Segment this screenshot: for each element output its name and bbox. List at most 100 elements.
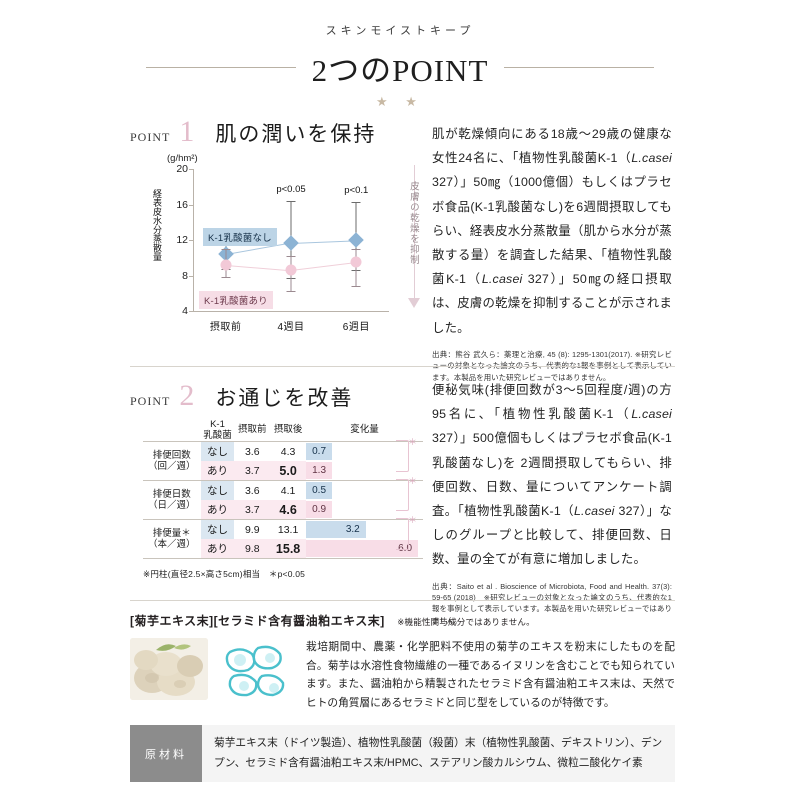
cell-before: 9.9 <box>244 523 260 536</box>
change-bar: 1.3 <box>306 462 333 480</box>
th-before: 摂取前 <box>238 424 267 436</box>
table-rule-cell <box>143 558 423 559</box>
cell-after: 4.6 <box>270 500 307 520</box>
ingredient-heading: [菊芋エキス末][セラミド含有醤油粕エキス末] ※機能性関与成分ではありません。 <box>130 612 675 630</box>
point2-number: 2 <box>179 379 195 412</box>
chart-y-axis-title: 経表皮水分蒸散量 <box>152 189 162 261</box>
chart-y-axis <box>193 169 194 311</box>
point1-copy-block: 肌が乾燥傾向にある18歳〜29歳の健康な女性24名に、「植物性乳酸菌K-1（L.… <box>432 122 672 383</box>
chart-data-point <box>220 259 232 271</box>
artichoke-image <box>130 638 208 700</box>
significance-asterisk: ＊ <box>407 476 417 487</box>
cell-k1-group: あり <box>200 461 235 481</box>
significance-asterisk: ＊ <box>407 437 417 448</box>
chart-y-tick: 12 <box>176 234 188 246</box>
title-rule-left <box>145 67 296 68</box>
row-label-line2: （日／週） <box>148 500 196 512</box>
point1-number: 1 <box>179 115 195 148</box>
table-body: 排便回数 （回／週） なし 3.6 4.3 0.7 あり 3.7 5.0 1.3 ＊排便日数 （日／週… <box>143 437 423 559</box>
chart-plot-area: 4 8 12 16 20 摂取前 4週目 6週目 p<0.05 p<0.1 K-1乳酸菌なし K-1乳… <box>176 163 389 333</box>
cell-after: 13.1 <box>277 523 299 536</box>
section-divider-1 <box>130 366 675 367</box>
page-title: 2つのPOINT <box>311 53 489 88</box>
change-bar-wrap: 0.5 <box>306 481 423 500</box>
th-after: 摂取後 <box>273 424 303 436</box>
chart-data-point <box>350 256 362 268</box>
change-bar-wrap: 6.0 <box>306 539 423 558</box>
cell-before: 3.6 <box>244 445 260 458</box>
chart-x-tick: 4週目 <box>277 322 305 333</box>
row-label-line2: （回／週） <box>148 461 196 473</box>
cell-change: 3.2 <box>306 520 423 540</box>
kicker-text: スキンモイストキープ <box>325 25 475 37</box>
chart-error-cap <box>286 290 296 292</box>
cell-change: 1.3 <box>306 461 423 480</box>
th-change: 変化量 <box>350 424 379 436</box>
chart-y-tick-mark <box>189 240 193 241</box>
point2-label: POINT <box>130 394 171 408</box>
chart-y-tick-mark <box>189 204 193 206</box>
change-bar-wrap: 1.3 <box>306 461 423 480</box>
row-label-line1: 排便日数 <box>152 488 191 500</box>
point2-source: 出典：Saito et al . Bioscience of Microbiot… <box>432 581 672 625</box>
chart-y-tick: 20 <box>176 163 188 175</box>
cell-k1-group: なし <box>200 480 235 501</box>
table-head: K-1 乳酸菌 摂取前 摂取後 変化量 <box>143 419 423 441</box>
cell-change: 0.9 <box>306 500 423 519</box>
point1-chart: (g/hm²) 経表皮水分蒸散量 4 8 12 16 20 摂取前 4週目 6週目 p<0.05… <box>145 153 430 345</box>
table-row: 排便量＊ （本／週） なし 9.9 13.1 3.2 <box>143 519 423 550</box>
significance-bracket <box>396 440 409 473</box>
section-divider-2 <box>130 600 675 601</box>
chart-legend-no-k1: K-1乳酸菌なし <box>203 228 277 247</box>
cell-before: 3.7 <box>234 461 271 481</box>
chart-pvalue-annotation: p<0.05 <box>276 183 306 195</box>
chart-error-cap <box>351 201 361 203</box>
cell-before: 3.7 <box>234 500 271 520</box>
point1-source: 出典：熊谷 武久ら：薬理と治療, 45 (8): 1295-1301(2017)… <box>432 349 672 382</box>
table-rule <box>143 519 423 520</box>
materials-tag: 原材料 <box>130 724 202 783</box>
point2-body-text: 便秘気味(排便回数が3〜5回程度/週)の方95名に、「植物性乳酸菌K-1（L.c… <box>432 383 672 567</box>
cell-change: 0.7 <box>306 442 423 462</box>
cell-before: 9.8 <box>234 539 271 559</box>
star-icon-group: ★ ★ <box>376 94 424 109</box>
chart-error-cap <box>286 255 296 257</box>
dryness-arrow-annotation: 皮膚の乾燥を抑制 <box>406 165 422 315</box>
title-row: 2つのPOINT <box>0 45 800 90</box>
chart-error-cap <box>351 286 361 288</box>
cell-k1-group: なし <box>200 441 235 462</box>
point1-heading: POINT 1 肌の潤いを保持 <box>130 115 675 148</box>
materials-row: 原材料 菊芋エキス末（ドイツ製造）、植物性乳酸菌（殺菌）末（植物性乳酸菌、デキス… <box>130 724 675 783</box>
arrow-head-icon <box>408 298 420 308</box>
ingredient-section: [菊芋エキス末][セラミド含有醤油粕エキス末] ※機能性関与成分ではありません。 <box>130 612 675 783</box>
page-header: スキンモイストキープ 2つのPOINT ★ ★ <box>0 0 800 110</box>
table-rule <box>143 441 423 442</box>
table-rule-cell <box>143 441 423 442</box>
ingredient-row: 栽培期間中、農薬・化学肥料不使用の菊芋のエキスを粉末にしたものを配合。菊芋は水溶… <box>130 638 675 713</box>
point2-section: POINT 2 お通じを改善 <box>130 379 675 412</box>
row-label-line1: 排便回数 <box>152 449 191 461</box>
change-bar-wrap: 3.2 <box>306 520 423 539</box>
chart-x-axis <box>193 311 389 312</box>
point1-section: POINT 1 肌の潤いを保持 <box>130 115 675 148</box>
skin-cell-image <box>218 638 296 700</box>
change-bar: 0.5 <box>306 482 333 500</box>
ingredient-body-text: 栽培期間中、農薬・化学肥料不使用の菊芋のエキスを粉末にしたものを配合。菊芋は水溶… <box>306 641 675 710</box>
arrow-note-text: 皮膚の乾燥を抑制 <box>407 181 419 265</box>
chart-legend-with-k1: K-1乳酸菌あり <box>199 290 273 309</box>
th-k1-line2: 乳酸菌 <box>203 429 232 441</box>
point2-copy-block: 便秘気味(排便回数が3〜5回程度/週)の方95名に、「植物性乳酸菌K-1（L.c… <box>432 378 672 626</box>
point1-body-text: 肌が乾燥傾向にある18歳〜29歳の健康な女性24名に、「植物性乳酸菌K-1（L.… <box>432 127 672 335</box>
cell-after: 15.8 <box>270 539 307 559</box>
table-row: あり 3.7 5.0 1.3 <box>143 461 423 481</box>
point2-heading: POINT 2 お通じを改善 <box>130 379 675 412</box>
cell-illustration <box>218 638 296 700</box>
chart-data-point <box>348 232 365 248</box>
chart-pvalue-annotation: p<0.1 <box>344 184 369 196</box>
cell-k1-group: あり <box>200 539 235 559</box>
th-k1-line1: K-1 <box>210 419 225 430</box>
cell-after: 4.1 <box>280 484 296 497</box>
significance-bracket <box>396 518 409 551</box>
table-rule-cell <box>143 519 423 520</box>
